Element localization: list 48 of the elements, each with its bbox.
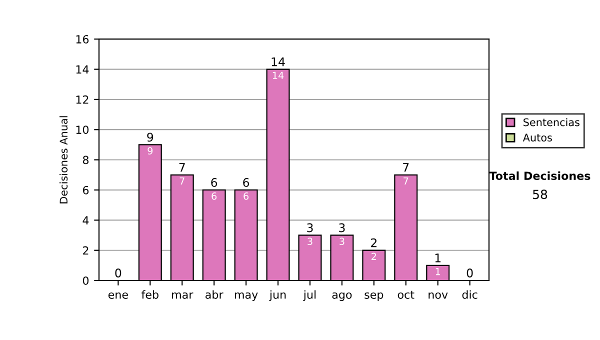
x-tick-label: dic — [462, 290, 478, 299]
total-label: 6 — [243, 178, 250, 187]
total-label: 3 — [339, 223, 345, 232]
legend-label: Autos — [522, 134, 552, 142]
y-tick-label: 14 — [76, 65, 89, 74]
data-label: 6 — [212, 192, 217, 200]
total-label: 7 — [403, 163, 409, 172]
y-tick-label: 2 — [83, 246, 88, 255]
total-label: 1 — [435, 254, 441, 262]
total-label: 9 — [147, 132, 154, 142]
data-label: 2 — [372, 252, 376, 260]
x-tick-label: may — [234, 292, 258, 301]
x-tick-label: feb — [142, 290, 158, 299]
x-tick-label: ene — [108, 292, 128, 299]
data-label: 7 — [180, 177, 184, 185]
x-tick-label: jun — [269, 290, 286, 301]
data-label: 7 — [404, 177, 408, 185]
data-label: 3 — [340, 238, 344, 246]
y-tick-label: 16 — [76, 35, 89, 44]
y-tick-label: 8 — [82, 156, 89, 164]
text: Total Decisiones — [489, 171, 590, 180]
y-tick-label: 6 — [82, 186, 89, 194]
y-axis-title: Decisiones Anual — [60, 116, 68, 204]
total-label: 2 — [371, 238, 376, 248]
total-label: 3 — [307, 223, 313, 232]
y-tick-label: 4 — [82, 216, 89, 224]
data-label: 3 — [308, 238, 312, 246]
x-tick-label: abr — [206, 290, 224, 299]
total-label: 7 — [179, 163, 185, 172]
data-label: 1 — [436, 268, 440, 276]
x-tick-label: mar — [172, 292, 194, 299]
x-tick-label: nov — [428, 292, 448, 299]
data-label: 6 — [244, 192, 249, 200]
total-label: 0 — [115, 268, 122, 278]
data-label: 14 — [272, 72, 284, 79]
x-tick-label: sep — [364, 292, 384, 301]
legend-label: Sentencias — [524, 118, 580, 126]
y-tick-label: 0 — [82, 276, 89, 285]
x-tick-label: jul — [303, 290, 316, 301]
y-tick-label: 12 — [76, 95, 88, 104]
total-label: 0 — [466, 268, 473, 278]
data-label: 9 — [148, 147, 153, 154]
y-tick-label: 10 — [76, 126, 89, 134]
total-label: 14 — [272, 57, 285, 66]
text: 58 — [533, 190, 548, 200]
total-label: 6 — [211, 178, 218, 187]
x-tick-label: ago — [332, 292, 352, 301]
x-tick-label: oct — [398, 290, 414, 299]
